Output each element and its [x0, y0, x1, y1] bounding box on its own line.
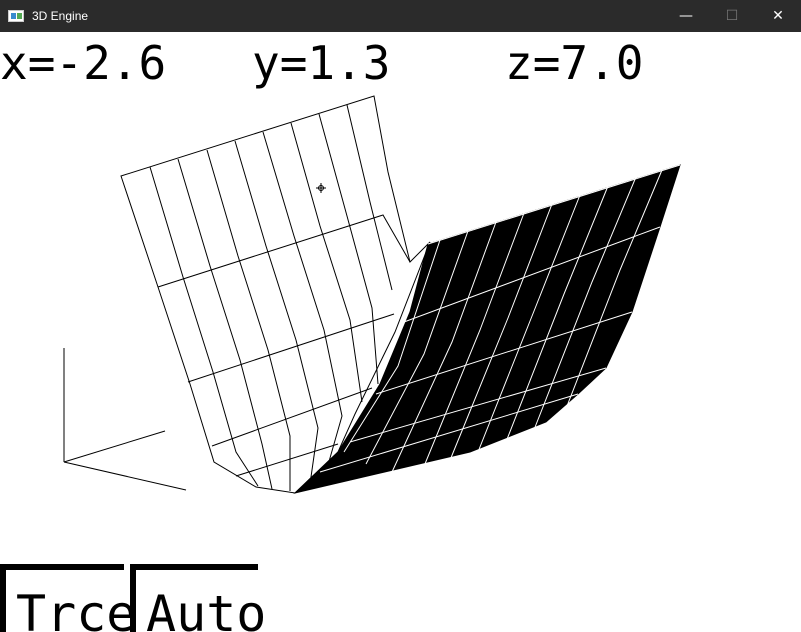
surface-plot-canvas[interactable]: [0, 32, 801, 632]
trace-button[interactable]: Trce: [0, 564, 136, 632]
auto-button[interactable]: Auto: [130, 564, 266, 632]
render-viewport[interactable]: x=-2.6 y=1.3 z=7.0: [0, 32, 801, 632]
axes: [63, 348, 187, 491]
y-coordinate-readout: y=1.3: [252, 36, 391, 90]
surface-left-half: [120, 95, 431, 494]
x-axis: [63, 461, 187, 491]
x-coordinate-readout: x=-2.6: [0, 36, 167, 90]
auto-button-label: Auto: [146, 585, 267, 632]
trace-button-label: Trce: [16, 585, 137, 632]
app-window-icon: [8, 10, 24, 22]
window-title: 3D Engine: [32, 9, 89, 23]
maximize-button[interactable]: ☐: [725, 8, 739, 24]
y-axis: [63, 430, 166, 463]
title-bar[interactable]: 3D Engine — ☐ ✕: [0, 0, 801, 32]
minimize-button[interactable]: —: [679, 8, 693, 24]
window-controls: — ☐ ✕: [663, 0, 801, 32]
surface-right-half: [293, 164, 681, 494]
close-button[interactable]: ✕: [772, 8, 784, 24]
z-coordinate-readout: z=7.0: [505, 36, 644, 90]
crosshair-icon: [316, 183, 326, 193]
